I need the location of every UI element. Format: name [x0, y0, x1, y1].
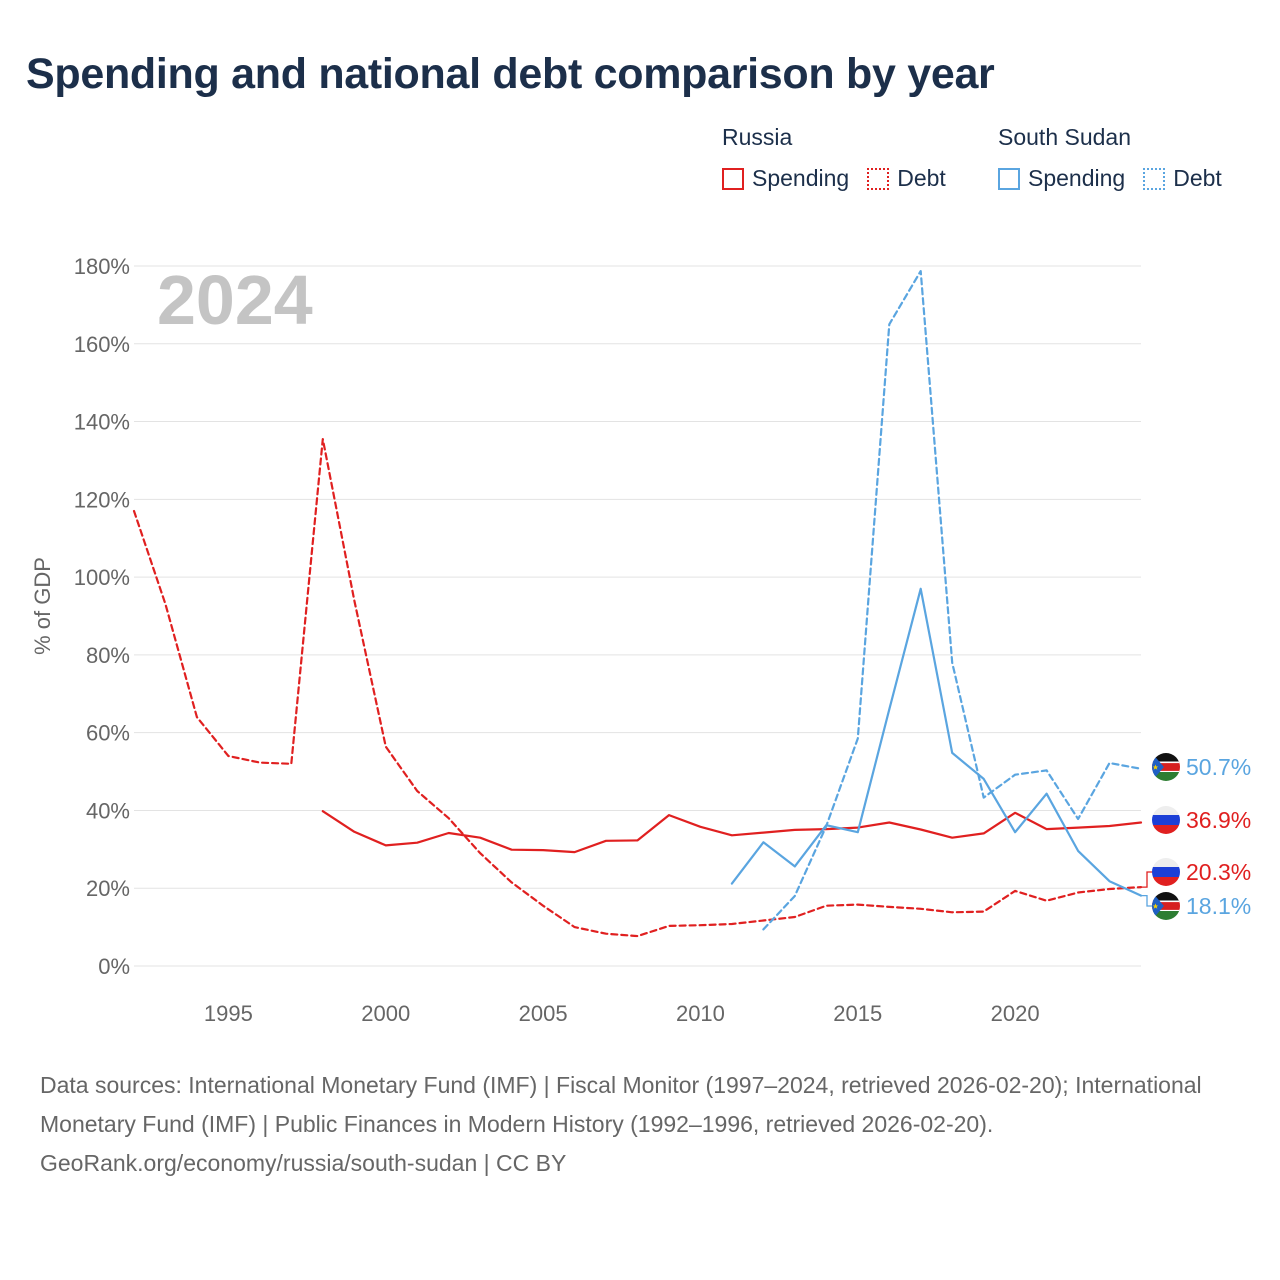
series-line-russia-spending [321, 810, 1143, 854]
legend-item-south-sudan-debt[interactable]: Debt [1143, 165, 1222, 192]
footer: Data sources: International Monetary Fun… [40, 1066, 1240, 1183]
year-label: 2024 [157, 261, 313, 339]
series-line-south-sudan-debt [762, 270, 1143, 931]
y-tick-label: 60% [86, 721, 130, 746]
y-tick-label: 160% [74, 332, 130, 357]
chart-title: Spending and national debt comparison by… [26, 50, 995, 98]
legend-item-label: Debt [897, 165, 946, 191]
legend-item-south-sudan-spending[interactable]: Spending [998, 165, 1125, 192]
y-tick-label: 180% [74, 254, 130, 279]
legend-item-russia-debt[interactable]: Debt [867, 165, 946, 192]
line-chart: 2024 % of GDP 0% 20% 40% 60% 80% 100% 120% 140%… [30, 254, 1251, 1026]
grid-lines [134, 265, 1141, 967]
legend-swatch-solid [722, 167, 744, 190]
y-tick-label: 100% [74, 565, 130, 590]
end-value-label: 18.1% [1186, 893, 1251, 919]
x-tick-label: 2020 [991, 1001, 1040, 1026]
legend-group-russia: Russia Spending Debt [722, 124, 964, 192]
end-label-connector [1141, 894, 1153, 907]
y-tick-label: 0% [98, 954, 130, 979]
x-tick-label: 2000 [361, 1001, 410, 1026]
y-tick-label: 20% [86, 876, 130, 901]
legend-item-label: Spending [1028, 165, 1126, 191]
legend-swatch-solid [998, 167, 1020, 190]
legend-country-name: South Sudan [998, 124, 1132, 150]
legend-country-name: Russia [722, 124, 793, 150]
end-value-label: 20.3% [1186, 859, 1251, 885]
x-tick-label: 2015 [833, 1001, 882, 1026]
legend-item-label: Debt [1173, 165, 1222, 191]
russia-flag-icon [1151, 805, 1181, 835]
x-axis-ticks: 1995 2000 2005 2010 2015 2020 [204, 1001, 1040, 1026]
end-label-connector [1141, 871, 1153, 888]
south-sudan-flag-icon [1151, 891, 1181, 921]
south-sudan-flag-icon [1151, 752, 1181, 782]
legend-item-russia-spending[interactable]: Spending [722, 165, 849, 192]
russia-flag-icon [1151, 857, 1181, 887]
x-tick-label: 2010 [676, 1001, 725, 1026]
x-tick-label: 2005 [519, 1001, 568, 1026]
end-value-label: 50.7% [1186, 754, 1251, 780]
legend-group-south-sudan: South Sudan Spending Debt [998, 124, 1240, 192]
credit-link[interactable]: GeoRank.org/economy/russia/south-sudan |… [40, 1150, 567, 1176]
y-axis-ticks: 0% 20% 40% 60% 80% 100% 120% 140% 160% 180% [74, 254, 130, 979]
series-line-south-sudan-spending [730, 587, 1143, 897]
x-tick-label: 1995 [204, 1001, 253, 1026]
y-tick-label: 140% [74, 410, 130, 435]
y-tick-label: 40% [86, 798, 130, 823]
y-tick-label: 80% [86, 643, 130, 668]
series-line-russia-debt [132, 438, 1143, 938]
legend-swatch-dotted [1143, 167, 1166, 190]
series-lines [132, 270, 1143, 938]
end-markers: 50.7% 36.9% 20.3% 18.1% [1141, 752, 1251, 921]
end-value-label: 36.9% [1186, 807, 1251, 833]
legend-item-label: Spending [752, 165, 850, 191]
legend-swatch-dotted [867, 167, 890, 190]
y-tick-label: 120% [74, 487, 130, 512]
data-sources-text: Data sources: International Monetary Fun… [40, 1072, 1202, 1137]
y-axis-label: % of GDP [30, 557, 55, 655]
